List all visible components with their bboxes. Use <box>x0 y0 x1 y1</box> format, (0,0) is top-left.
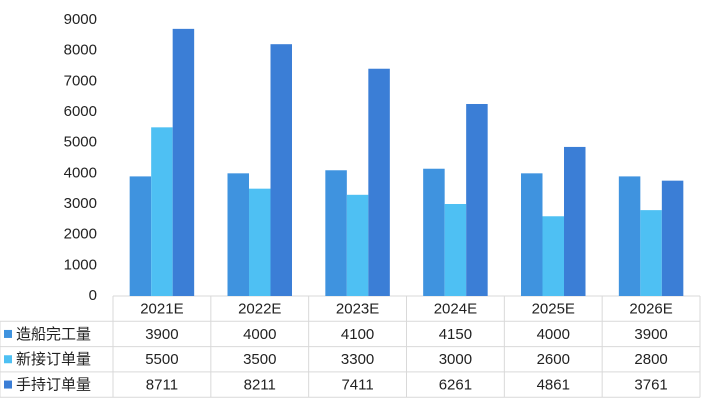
bar <box>640 210 662 296</box>
table-value: 6261 <box>439 377 472 394</box>
table-value: 3300 <box>341 351 374 368</box>
bar <box>270 44 292 296</box>
table-value: 8711 <box>146 377 178 394</box>
x-tick-label: 2025E <box>532 301 575 318</box>
bar <box>325 170 347 296</box>
bar <box>151 127 173 296</box>
table-value: 3900 <box>145 326 178 343</box>
bar <box>521 173 543 296</box>
x-tick-label: 2024E <box>434 301 477 318</box>
bar <box>227 173 249 296</box>
table-value: 7411 <box>341 377 373 394</box>
x-tick-label: 2021E <box>140 301 183 318</box>
table-value: 3761 <box>634 377 667 394</box>
table-value: 8211 <box>244 377 276 394</box>
legend-swatch <box>4 329 12 338</box>
y-tick-label: 9000 <box>64 11 97 28</box>
table-value: 2800 <box>634 351 667 368</box>
bar <box>172 28 195 296</box>
y-tick-label: 0 <box>89 287 97 304</box>
bar <box>129 176 152 296</box>
legend-swatch <box>4 355 12 364</box>
bar <box>661 180 684 296</box>
bar <box>542 216 564 296</box>
bar <box>618 176 641 296</box>
y-tick-label: 7000 <box>64 72 97 89</box>
bar <box>249 188 271 296</box>
bar <box>466 103 488 296</box>
table-value: 4861 <box>537 377 570 394</box>
table-value: 3500 <box>243 351 276 368</box>
table-value: 3900 <box>634 326 667 343</box>
bar <box>423 168 445 296</box>
bar <box>368 68 390 296</box>
y-tick-label: 6000 <box>64 103 97 120</box>
legend-label: 新接订单量 <box>16 351 91 368</box>
bar <box>564 146 586 296</box>
x-tick-label: 2026E <box>629 301 672 318</box>
table-value: 3000 <box>439 351 472 368</box>
bar <box>346 194 369 296</box>
y-tick-label: 8000 <box>64 42 97 59</box>
y-tick-label: 1000 <box>64 256 97 273</box>
y-tick-label: 4000 <box>64 164 97 181</box>
table-value: 4150 <box>439 326 472 343</box>
y-tick-label: 2000 <box>64 226 97 243</box>
legend-label: 造船完工量 <box>16 326 91 343</box>
legend-label: 手持订单量 <box>16 377 91 394</box>
table-value: 2600 <box>537 351 570 368</box>
bar <box>444 204 467 296</box>
table-value: 4000 <box>537 326 570 343</box>
table-value: 5500 <box>145 351 178 368</box>
y-tick-label: 3000 <box>64 195 97 212</box>
x-tick-label: 2022E <box>238 301 281 318</box>
table-value: 4100 <box>341 326 374 343</box>
legend-swatch <box>4 380 12 389</box>
table-value: 4000 <box>243 326 276 343</box>
y-tick-label: 5000 <box>64 134 97 151</box>
x-tick-label: 2023E <box>336 301 379 318</box>
